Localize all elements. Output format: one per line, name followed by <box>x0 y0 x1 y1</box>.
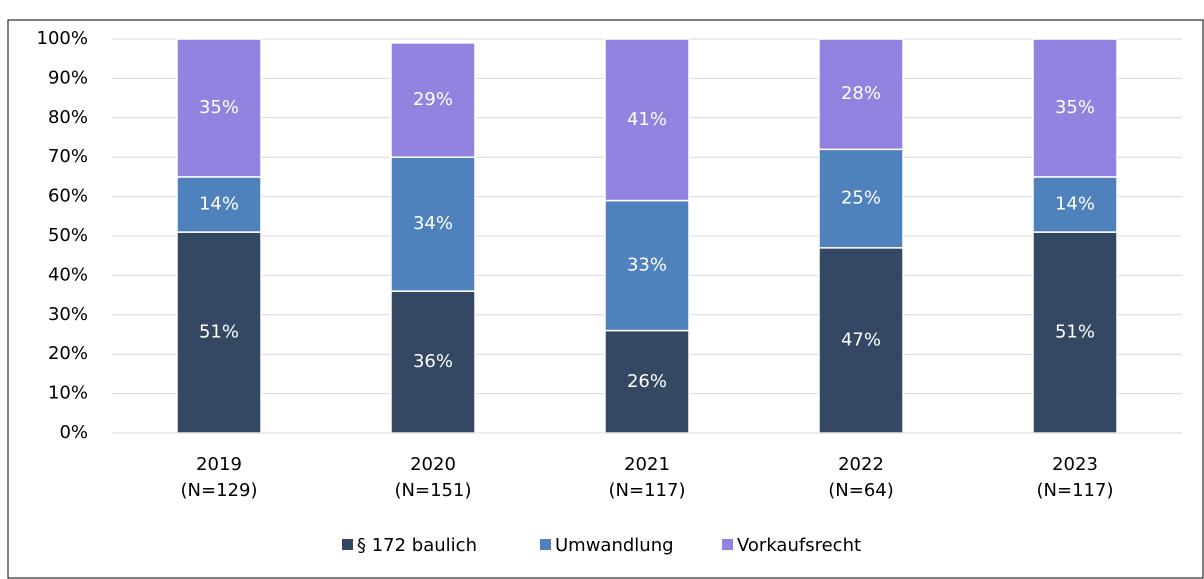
legend-swatch <box>342 539 353 550</box>
bar-segment <box>818 247 904 434</box>
y-tick-label: 70% <box>48 146 88 167</box>
y-tick-label: 90% <box>48 67 88 88</box>
data-label: 26% <box>627 371 667 392</box>
legend-label: § 172 baulich <box>357 535 477 556</box>
data-label: 34% <box>413 213 453 234</box>
data-label: 14% <box>199 193 239 214</box>
x-tick-label: (N=117) <box>1037 480 1114 501</box>
legend-swatch <box>722 539 733 550</box>
bar-segment <box>818 148 904 249</box>
bar-segment <box>1032 176 1118 233</box>
legend-label: Umwandlung <box>555 535 674 556</box>
bar-segment <box>604 199 690 332</box>
x-tick-label: 2023 <box>1052 454 1098 475</box>
bar-segment <box>1032 38 1118 178</box>
x-tick-label: (N=129) <box>181 480 258 501</box>
bar-segment <box>176 231 262 434</box>
legend-label: Vorkaufsrecht <box>737 535 861 556</box>
y-tick-label: 30% <box>48 304 88 325</box>
data-label: 33% <box>627 255 667 276</box>
data-label: 47% <box>841 329 881 350</box>
data-label: 25% <box>841 188 881 209</box>
data-label: 36% <box>413 351 453 372</box>
y-tick-label: 0% <box>59 422 88 443</box>
x-tick-label: (N=151) <box>395 480 472 501</box>
y-tick-label: 60% <box>48 186 88 207</box>
data-label: 14% <box>1055 193 1095 214</box>
legend-swatch <box>540 539 551 550</box>
y-tick-label: 50% <box>48 225 88 246</box>
data-label: 51% <box>199 322 239 343</box>
bar-segment <box>390 290 476 434</box>
x-tick-label: (N=117) <box>609 480 686 501</box>
data-label: 41% <box>627 109 667 130</box>
data-label: 35% <box>199 97 239 118</box>
bar-segment <box>390 42 476 158</box>
data-label: 29% <box>413 89 453 110</box>
x-tick-label: 2022 <box>838 454 884 475</box>
bar-segment <box>176 176 262 233</box>
data-label: 51% <box>1055 322 1095 343</box>
y-tick-label: 100% <box>37 28 88 49</box>
y-tick-label: 40% <box>48 264 88 285</box>
x-tick-label: 2021 <box>624 454 670 475</box>
y-tick-label: 20% <box>48 343 88 364</box>
y-tick-label: 80% <box>48 107 88 128</box>
x-tick-label: 2019 <box>196 454 242 475</box>
data-label: 28% <box>841 83 881 104</box>
data-label: 35% <box>1055 97 1095 118</box>
bar-segment <box>604 329 690 434</box>
bar-segment <box>176 38 262 178</box>
bar-segment <box>604 38 690 202</box>
x-tick-label: 2020 <box>410 454 456 475</box>
bar-segment <box>818 38 904 151</box>
x-tick-label: (N=64) <box>828 480 894 501</box>
y-tick-label: 10% <box>48 383 88 404</box>
